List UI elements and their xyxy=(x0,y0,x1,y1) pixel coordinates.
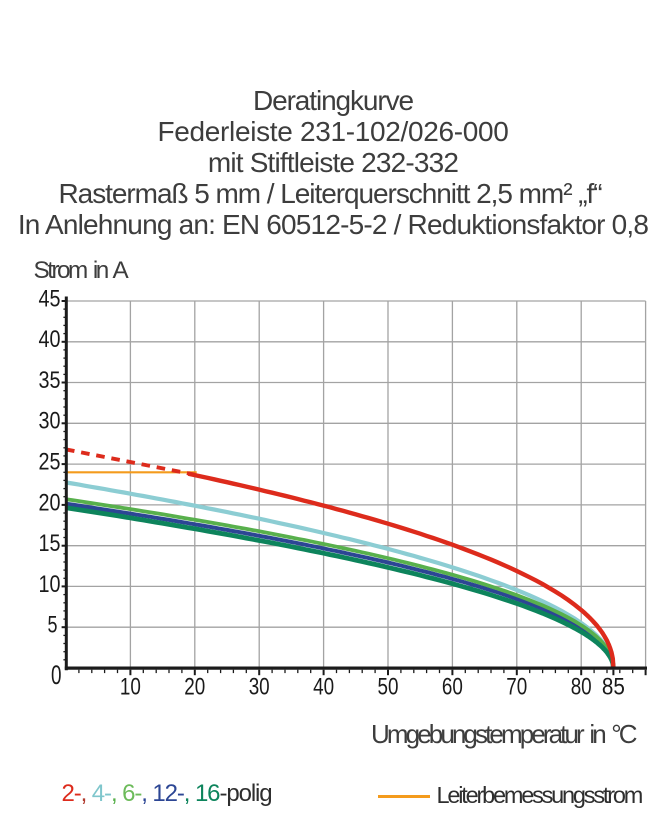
svg-text:40: 40 xyxy=(39,326,61,353)
svg-text:10: 10 xyxy=(120,674,141,701)
svg-text:85: 85 xyxy=(602,674,625,701)
svg-text:25: 25 xyxy=(39,449,61,476)
svg-text:5: 5 xyxy=(48,612,58,639)
svg-text:40: 40 xyxy=(313,674,334,701)
svg-text:30: 30 xyxy=(39,408,61,435)
svg-text:10: 10 xyxy=(39,571,61,598)
svg-text:20: 20 xyxy=(39,489,61,516)
svg-text:30: 30 xyxy=(249,674,270,701)
svg-text:45: 45 xyxy=(39,285,61,312)
svg-text:70: 70 xyxy=(506,674,527,701)
svg-text:80: 80 xyxy=(571,674,592,701)
svg-text:0: 0 xyxy=(51,660,62,690)
svg-text:20: 20 xyxy=(184,674,205,701)
svg-text:15: 15 xyxy=(39,530,61,557)
svg-text:35: 35 xyxy=(39,367,61,394)
svg-text:50: 50 xyxy=(378,674,399,701)
svg-text:60: 60 xyxy=(442,674,463,701)
